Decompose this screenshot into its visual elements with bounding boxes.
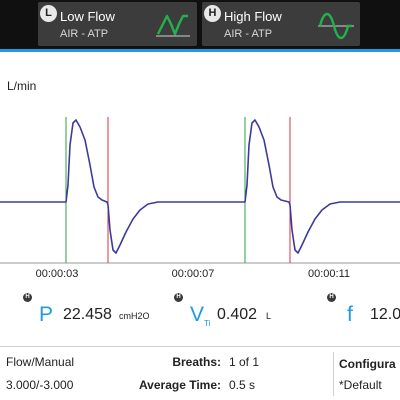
low-flow-wave-icon bbox=[156, 14, 190, 37]
header-accent-line bbox=[0, 49, 400, 52]
low-flow-gas: AIR - ATP bbox=[60, 28, 109, 40]
frequency-readout[interactable]: H f 12.0 bbox=[327, 293, 400, 333]
breaths-label: Breaths: bbox=[172, 355, 221, 369]
pressure-symbol: P bbox=[39, 303, 54, 326]
frequency-symbol: f bbox=[347, 303, 353, 326]
high-flow-title: High Flow bbox=[224, 9, 282, 24]
high-flow-badge: H bbox=[204, 5, 221, 22]
volume-readout[interactable]: H VTi 0.402 L bbox=[174, 293, 304, 333]
volume-symbol: VTi bbox=[190, 303, 211, 329]
measurement-mode: Flow/Manual bbox=[6, 355, 75, 369]
pressure-high-badge: H bbox=[23, 293, 32, 302]
x-tick-2: 00:00:07 bbox=[172, 268, 215, 280]
high-flow-wave-icon bbox=[318, 12, 354, 40]
frequency-high-badge: H bbox=[327, 293, 336, 302]
pressure-unit: cmH2O bbox=[119, 311, 150, 321]
low-flow-badge: L bbox=[40, 5, 57, 22]
footer-divider bbox=[0, 346, 400, 347]
volume-value: 0.402 bbox=[217, 306, 258, 323]
low-flow-button[interactable]: L Low Flow AIR - ATP bbox=[38, 2, 197, 46]
x-tick-3: 00:00:11 bbox=[308, 268, 350, 280]
average-time-value: 0.5 s bbox=[229, 378, 256, 392]
volume-unit: L bbox=[266, 311, 272, 321]
frequency-value: 12.0 bbox=[370, 306, 400, 323]
volume-subscript: Ti bbox=[204, 319, 211, 329]
pressure-readout[interactable]: H P 22.458 cmH2O bbox=[23, 293, 173, 333]
high-flow-button[interactable]: H High Flow AIR - ATP bbox=[202, 2, 360, 46]
pressure-value: 22.458 bbox=[63, 306, 112, 323]
volume-high-badge: H bbox=[174, 293, 183, 302]
measurement-range: 3.000/-3.000 bbox=[6, 378, 74, 392]
x-tick-1: 00:00:03 bbox=[36, 268, 79, 280]
configuration-value[interactable]: *Default bbox=[339, 378, 382, 392]
high-flow-gas: AIR - ATP bbox=[224, 28, 273, 40]
chart-unit-label: L/min bbox=[7, 79, 37, 93]
top-bar: L Low Flow AIR - ATP H High Flow AIR - A… bbox=[0, 0, 400, 52]
configuration-label[interactable]: Configura bbox=[339, 357, 396, 371]
footer-column-divider bbox=[333, 352, 334, 396]
flow-waveform-chart[interactable]: 00:00:03 00:00:07 00:00:11 bbox=[0, 105, 400, 285]
low-flow-title: Low Flow bbox=[60, 9, 115, 24]
average-time-label: Average Time: bbox=[138, 378, 221, 392]
flow-trace bbox=[0, 119, 400, 254]
breaths-value: 1 of 1 bbox=[229, 355, 260, 369]
